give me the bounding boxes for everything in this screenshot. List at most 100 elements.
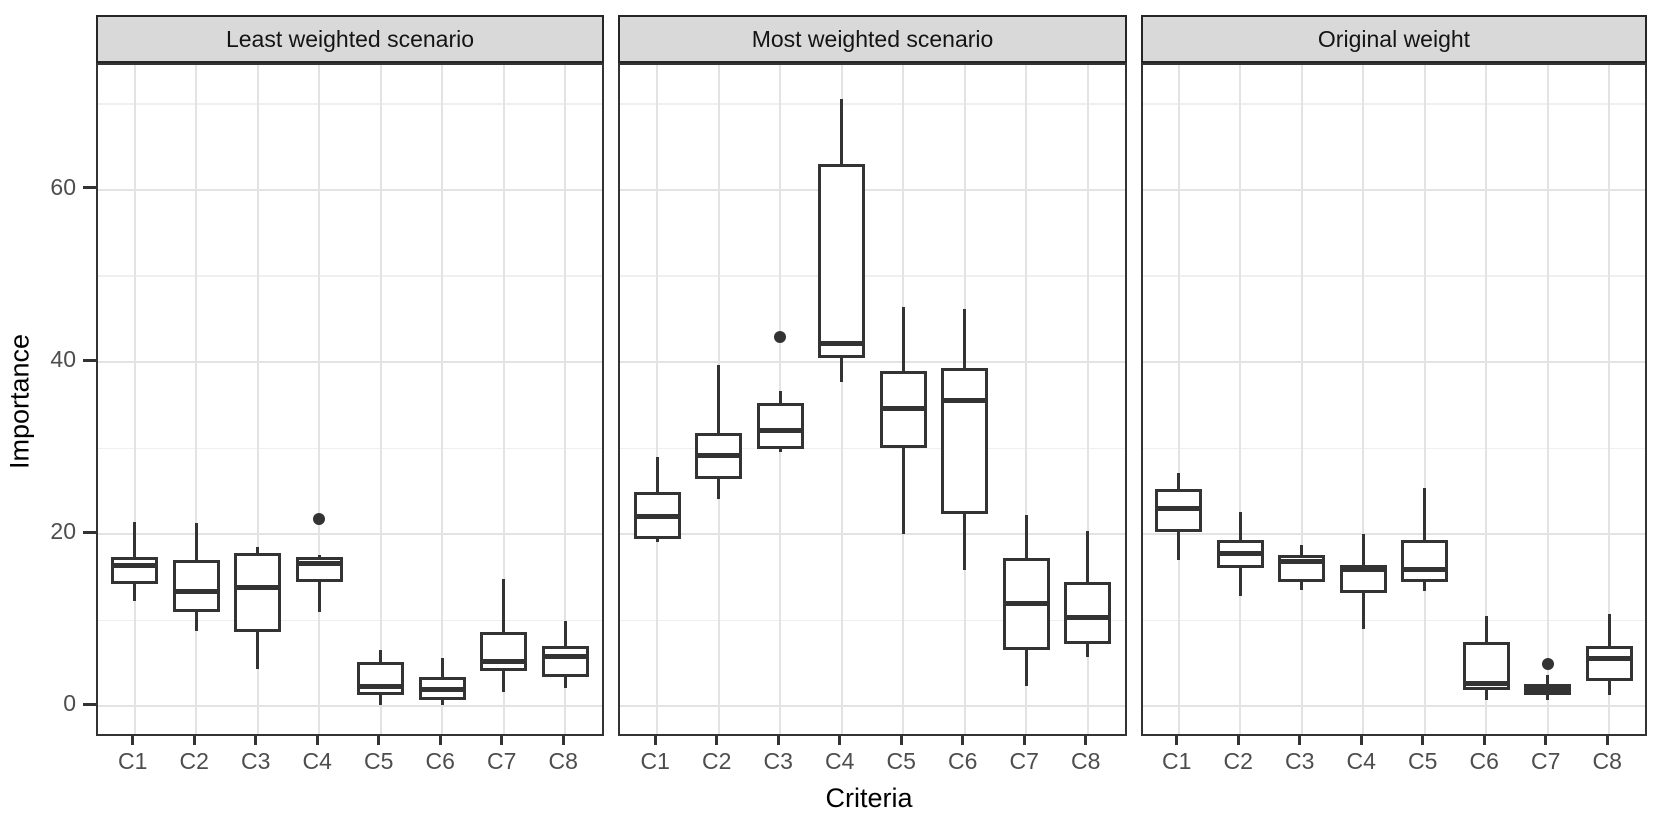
lower-whisker bbox=[563, 677, 567, 689]
y-tick-label: 0 bbox=[63, 690, 76, 717]
upper-whisker bbox=[1086, 530, 1090, 582]
upper-whisker bbox=[1423, 487, 1427, 541]
minor-gridline bbox=[620, 619, 1125, 622]
upper-whisker bbox=[440, 658, 444, 678]
lower-whisker bbox=[1361, 592, 1365, 629]
minor-gridline bbox=[1143, 447, 1645, 450]
vertical-gridline bbox=[1546, 65, 1549, 734]
x-tick-mark bbox=[500, 736, 504, 745]
box bbox=[234, 553, 282, 632]
x-tick-mark bbox=[1544, 736, 1548, 745]
lower-whisker bbox=[1484, 690, 1488, 700]
median-line bbox=[544, 654, 586, 659]
upper-whisker bbox=[256, 547, 260, 554]
x-tick-mark bbox=[1084, 736, 1088, 745]
x-tick-label: C2 bbox=[179, 748, 209, 774]
upper-whisker bbox=[317, 554, 321, 558]
x-tick-label: C7 bbox=[487, 748, 517, 774]
vertical-gridline bbox=[1485, 65, 1488, 734]
box bbox=[111, 556, 159, 585]
upper-whisker bbox=[717, 365, 721, 433]
major-gridline bbox=[1143, 361, 1645, 364]
vertical-gridline bbox=[1025, 65, 1028, 734]
x-tick-label: C5 bbox=[1408, 748, 1438, 774]
minor-gridline bbox=[620, 275, 1125, 277]
x-tick-mark bbox=[315, 736, 319, 745]
major-gridline bbox=[620, 188, 1125, 191]
median-line bbox=[114, 562, 156, 568]
major-gridline bbox=[620, 361, 1125, 364]
vertical-gridline bbox=[1177, 65, 1180, 734]
y-tick-mark bbox=[83, 186, 96, 190]
lower-whisker bbox=[440, 699, 444, 705]
major-gridline bbox=[620, 533, 1125, 536]
median-line bbox=[1404, 567, 1446, 573]
minor-gridline bbox=[98, 447, 602, 450]
median-line bbox=[759, 428, 801, 434]
lower-whisker bbox=[379, 695, 383, 705]
vertical-gridline bbox=[379, 65, 382, 734]
major-gridline bbox=[98, 361, 602, 364]
x-tick-mark bbox=[1605, 736, 1609, 745]
plot-panel-least-weighted bbox=[96, 63, 604, 736]
minor-gridline bbox=[98, 619, 602, 622]
y-tick-mark bbox=[83, 702, 96, 706]
x-tick-label: C3 bbox=[763, 748, 793, 774]
x-tick-label: C2 bbox=[1223, 748, 1253, 774]
box bbox=[941, 368, 989, 515]
box bbox=[541, 646, 589, 678]
lower-whisker bbox=[133, 584, 137, 602]
x-tick-label: C5 bbox=[886, 748, 916, 774]
median-line bbox=[1281, 559, 1323, 565]
vertical-gridline bbox=[441, 65, 444, 734]
median-line bbox=[1342, 567, 1384, 573]
upper-whisker bbox=[778, 391, 782, 404]
upper-whisker bbox=[133, 522, 137, 557]
x-tick-label: C3 bbox=[241, 748, 271, 774]
median-line bbox=[1067, 615, 1109, 621]
upper-whisker bbox=[1546, 674, 1550, 685]
minor-gridline bbox=[98, 103, 602, 105]
lower-whisker bbox=[1238, 567, 1242, 597]
x-tick-label: C4 bbox=[302, 748, 332, 774]
major-gridline bbox=[1143, 705, 1645, 708]
median-line bbox=[1158, 505, 1200, 511]
x-tick-label: C7 bbox=[1531, 748, 1561, 774]
x-tick-mark bbox=[1359, 736, 1363, 745]
major-gridline bbox=[98, 533, 602, 536]
lower-whisker bbox=[655, 538, 659, 542]
vertical-gridline bbox=[256, 65, 259, 734]
x-tick-label: C6 bbox=[1469, 748, 1499, 774]
facet-title: Most weighted scenario bbox=[751, 25, 994, 52]
upper-whisker bbox=[963, 308, 967, 369]
vertical-gridline bbox=[195, 65, 198, 734]
x-tick-mark bbox=[1421, 736, 1425, 745]
x-tick-label: C6 bbox=[948, 748, 978, 774]
x-tick-label: C2 bbox=[702, 748, 732, 774]
box bbox=[756, 403, 804, 449]
lower-whisker bbox=[1177, 531, 1181, 561]
median-line bbox=[175, 589, 217, 595]
x-tick-label: C8 bbox=[548, 748, 578, 774]
box bbox=[1585, 646, 1633, 682]
lower-whisker bbox=[256, 631, 260, 670]
upper-whisker bbox=[1484, 616, 1488, 642]
vertical-gridline bbox=[502, 65, 505, 734]
median-line bbox=[821, 341, 863, 347]
minor-gridline bbox=[1143, 275, 1645, 277]
x-tick-mark bbox=[1175, 736, 1179, 745]
median-line bbox=[636, 513, 678, 519]
median-line bbox=[1219, 550, 1261, 556]
y-tick-label: 40 bbox=[50, 346, 76, 373]
x-axis-title: Criteria bbox=[825, 783, 913, 813]
x-tick-label: C5 bbox=[364, 748, 394, 774]
lower-whisker bbox=[1300, 581, 1304, 591]
vertical-gridline bbox=[656, 65, 659, 734]
upper-whisker bbox=[194, 523, 198, 561]
vertical-gridline bbox=[840, 65, 843, 734]
major-gridline bbox=[98, 705, 602, 708]
lower-whisker bbox=[840, 357, 844, 382]
x-tick-mark bbox=[653, 736, 657, 745]
y-tick-mark bbox=[83, 530, 96, 534]
x-tick-mark bbox=[254, 736, 258, 745]
